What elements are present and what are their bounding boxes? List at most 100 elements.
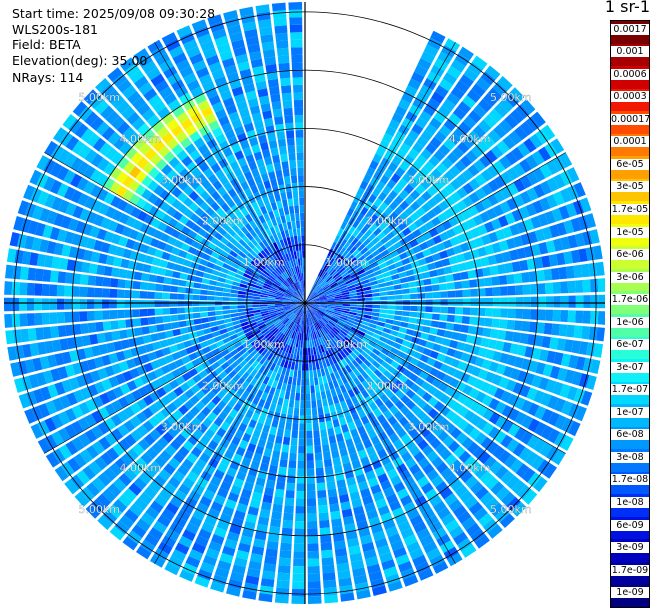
range-gate-cell [261,41,275,51]
range-gate-cell [286,383,292,393]
range-gate-cell [320,301,328,303]
range-gate-cell [482,394,493,407]
range-gate-cell [280,316,288,323]
range-gate-cell [49,162,63,178]
range-gate-cell [406,541,421,553]
range-gate-cell [430,320,440,328]
range-gate-cell [37,190,49,206]
range-gate-cell [283,262,289,270]
range-gate-cell [459,74,474,88]
range-gate-cell [309,370,314,379]
range-gate-cell [280,359,286,368]
range-gate-cell [316,399,323,408]
range-gate-cell [429,269,438,278]
range-gate-cell [276,381,283,390]
range-gate-cell [173,451,185,464]
range-gate-cell [262,359,270,368]
range-gate-cell [306,430,313,439]
range-gate-cell [335,433,344,443]
range-gate-cell [157,514,171,528]
range-gate-cell [179,569,195,582]
range-gate-cell [71,140,86,155]
range-gate-cell [517,142,531,157]
range-gate-cell [186,378,196,388]
range-gate-cell [267,78,279,88]
range-gate-cell [102,310,110,320]
range-gate-cell [382,226,392,236]
range-gate-cell [217,254,227,263]
range-gate-cell [267,378,274,387]
range-gate-cell [309,290,315,297]
range-gate-cell [199,201,210,212]
range-gate-cell [173,263,183,272]
range-gate-cell [467,130,481,144]
range-gate-cell [407,148,420,160]
range-gate-cell [223,245,232,254]
range-gate-cell [159,59,174,73]
range-gate-cell [260,272,269,279]
range-gate-cell [506,438,520,453]
range-gate-cell [138,142,152,156]
range-gate-cell [194,155,205,167]
range-gate-cell [143,214,155,225]
range-gate-cell [372,292,380,297]
range-gate-cell [232,320,241,326]
range-gate-cell [277,276,284,283]
range-gate-cell [110,278,119,288]
range-gate-cell [289,452,297,461]
range-gate-cell [393,216,403,226]
range-gate-cell [467,239,477,250]
range-gate-cell [413,451,426,463]
range-gate-cell [295,506,305,514]
range-gate-cell [63,153,77,168]
range-gate-cell [283,238,288,247]
range-gate-cell [284,293,292,297]
range-gate-cell [267,433,276,443]
range-gate-cell [437,175,449,187]
range-gate-cell [285,310,293,316]
range-gate-cell [290,323,296,331]
range-gate-cell [180,428,192,440]
range-gate-cell [270,457,279,467]
range-gate-cell [274,279,282,286]
range-gate-cell [575,280,584,293]
nrays-label: NRays: 114 [12,70,84,85]
range-gate-cell [421,482,434,495]
range-gate-cell [165,194,177,205]
range-gate-cell [398,189,409,200]
range-gate-cell [320,368,326,377]
range-ring-label: 2.00km [202,379,244,392]
range-gate-cell [207,14,223,26]
range-gate-cell [232,281,241,287]
range-gate-cell [432,527,447,540]
range-gate-cell [276,310,284,314]
range-gate-cell [368,245,378,254]
range-gate-cell [462,182,474,195]
range-gate-cell [380,479,392,491]
range-gate-cell [381,360,390,370]
range-gate-cell [191,223,202,233]
range-gate-cell [419,84,433,97]
range-gate-cell [280,153,288,162]
range-gate-cell [250,185,259,195]
range-gate-cell [217,43,231,54]
range-gate-cell [498,376,510,389]
range-gate-cell [268,335,276,343]
range-gate-cell [245,90,257,101]
range-gate-cell [282,168,290,177]
range-gate-cell [520,399,533,413]
range-gate-cell [231,383,241,393]
range-gate-cell [141,188,153,201]
range-gate-cell [135,262,145,272]
range-gate-cell [61,379,73,393]
range-gate-cell [364,422,373,432]
range-gate-cell [290,304,298,307]
range-gate-cell [340,400,348,410]
range-gate-cell [362,463,373,474]
range-gate-cell [167,361,178,371]
range-gate-cell [266,540,279,550]
range-gate-cell [446,314,455,323]
range-gate-cell [71,298,80,310]
range-gate-cell [290,297,298,301]
range-gate-cell [268,294,276,298]
